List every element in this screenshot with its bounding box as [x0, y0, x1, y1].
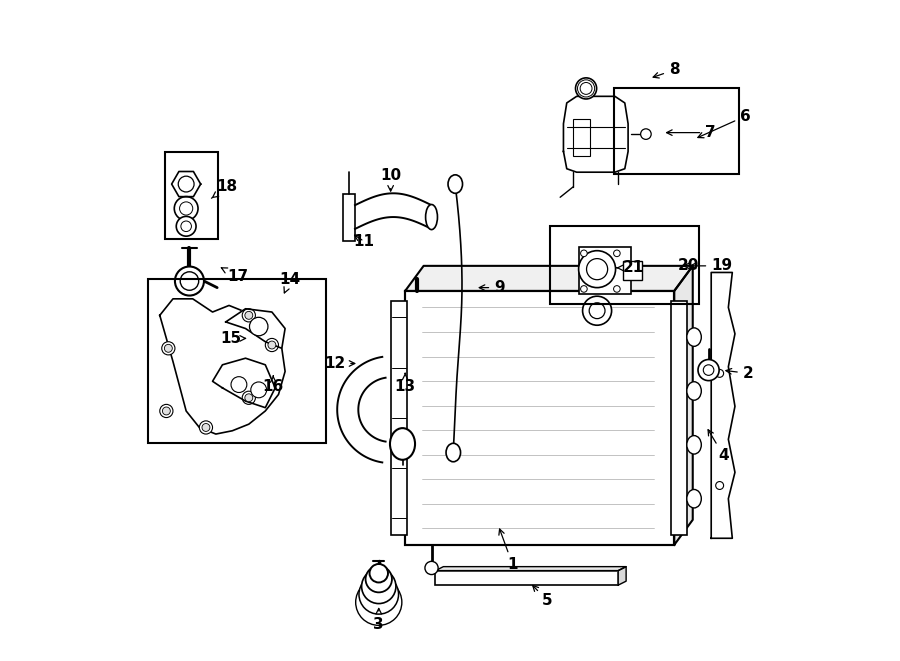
Circle shape — [175, 196, 198, 220]
Text: 18: 18 — [212, 179, 238, 198]
Ellipse shape — [426, 204, 437, 229]
Polygon shape — [212, 358, 275, 408]
Bar — [579, 247, 632, 294]
Text: 6: 6 — [698, 108, 751, 137]
Text: 9: 9 — [479, 280, 505, 295]
Ellipse shape — [687, 328, 701, 346]
Circle shape — [245, 394, 253, 402]
Text: 14: 14 — [280, 272, 301, 293]
Polygon shape — [172, 171, 201, 196]
Circle shape — [575, 78, 597, 99]
Circle shape — [425, 561, 438, 574]
Circle shape — [579, 251, 616, 288]
Circle shape — [580, 250, 587, 256]
Polygon shape — [436, 566, 626, 570]
Ellipse shape — [448, 175, 463, 193]
Bar — [614, 88, 739, 174]
Circle shape — [580, 286, 587, 292]
Bar — [436, 570, 618, 585]
Text: 21: 21 — [617, 260, 644, 276]
Circle shape — [180, 202, 193, 215]
Ellipse shape — [390, 428, 415, 460]
Text: 8: 8 — [653, 62, 680, 78]
Ellipse shape — [687, 436, 701, 454]
Polygon shape — [618, 566, 626, 585]
Circle shape — [178, 176, 194, 192]
Bar — [148, 279, 326, 443]
Text: 13: 13 — [394, 373, 416, 394]
Polygon shape — [563, 97, 628, 173]
Circle shape — [703, 365, 714, 375]
Text: 11: 11 — [354, 234, 374, 249]
Circle shape — [202, 424, 210, 432]
Circle shape — [359, 574, 399, 614]
Circle shape — [362, 569, 396, 603]
Circle shape — [199, 421, 212, 434]
Text: 16: 16 — [263, 376, 284, 394]
Ellipse shape — [446, 444, 461, 462]
Text: 7: 7 — [667, 125, 716, 140]
Circle shape — [614, 250, 620, 256]
Bar — [573, 120, 590, 156]
Circle shape — [356, 579, 401, 625]
Circle shape — [641, 129, 652, 139]
Circle shape — [175, 266, 204, 295]
Circle shape — [266, 338, 278, 352]
Circle shape — [231, 377, 247, 393]
Circle shape — [162, 342, 175, 355]
Circle shape — [176, 216, 196, 236]
Circle shape — [251, 382, 266, 398]
Text: 17: 17 — [221, 268, 248, 284]
Bar — [343, 194, 355, 241]
Text: 15: 15 — [220, 331, 246, 346]
Circle shape — [249, 317, 268, 336]
Bar — [391, 301, 407, 535]
Text: 19: 19 — [690, 258, 733, 274]
Text: 12: 12 — [324, 356, 355, 371]
Bar — [671, 301, 688, 535]
Circle shape — [614, 286, 620, 292]
Circle shape — [242, 309, 256, 322]
Text: 10: 10 — [380, 168, 401, 191]
Circle shape — [165, 344, 172, 352]
Circle shape — [268, 341, 276, 349]
Circle shape — [180, 272, 199, 290]
Circle shape — [582, 296, 612, 325]
Text: 2: 2 — [726, 366, 753, 381]
Text: 20: 20 — [678, 258, 699, 274]
Circle shape — [242, 391, 256, 405]
Circle shape — [370, 564, 388, 582]
Circle shape — [181, 221, 192, 231]
Bar — [405, 291, 674, 545]
Polygon shape — [674, 266, 693, 545]
Text: 5: 5 — [533, 586, 553, 608]
Text: 1: 1 — [499, 529, 517, 572]
Circle shape — [587, 258, 608, 280]
Circle shape — [590, 303, 605, 319]
Circle shape — [162, 407, 170, 415]
Polygon shape — [711, 272, 735, 538]
Text: 3: 3 — [374, 608, 384, 631]
Circle shape — [365, 566, 392, 592]
Ellipse shape — [687, 489, 701, 508]
Polygon shape — [226, 309, 285, 348]
Bar — [405, 291, 674, 545]
Circle shape — [716, 369, 724, 377]
Ellipse shape — [687, 382, 701, 400]
Bar — [165, 153, 218, 239]
Polygon shape — [338, 357, 385, 463]
Bar — [550, 226, 699, 304]
Polygon shape — [160, 299, 285, 434]
Circle shape — [245, 311, 253, 319]
Polygon shape — [405, 266, 693, 291]
Circle shape — [716, 482, 724, 489]
Circle shape — [698, 360, 719, 381]
Text: 4: 4 — [708, 430, 729, 463]
Circle shape — [160, 405, 173, 418]
Bar — [624, 261, 642, 280]
